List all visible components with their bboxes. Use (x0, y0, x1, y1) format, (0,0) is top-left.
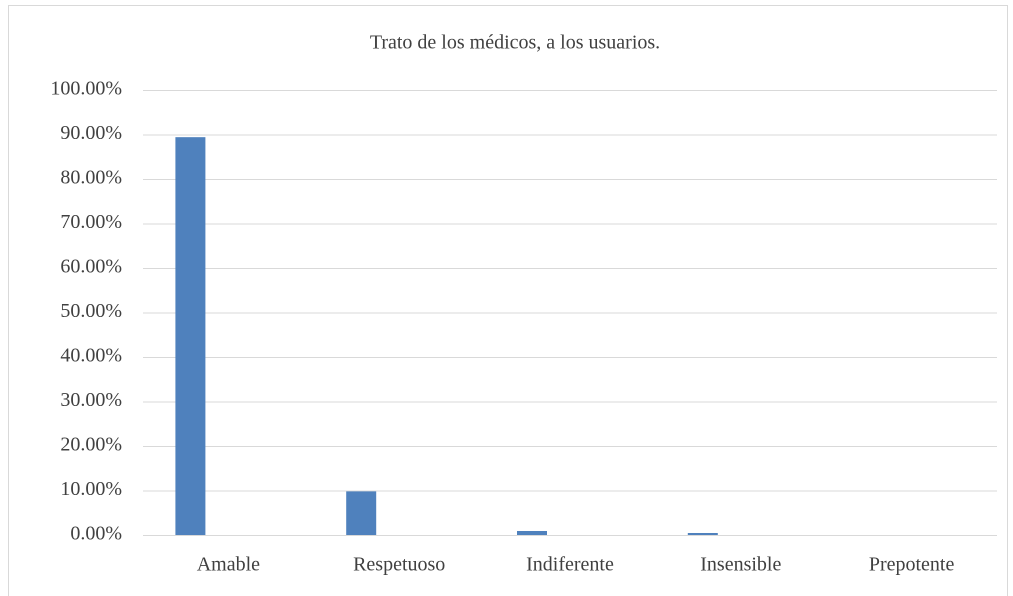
y-tick-label: 100.00% (50, 78, 122, 100)
y-tick-label: 0.00% (70, 523, 122, 545)
bar (175, 137, 206, 536)
y-tick-label: 40.00% (60, 345, 122, 367)
y-tick-label: 70.00% (60, 211, 122, 233)
chart-frame (8, 5, 1008, 596)
chart-title: Trato de los médicos, a los usuarios. (370, 32, 660, 54)
x-tick-label: Respetuoso (353, 554, 445, 576)
y-tick-label: 10.00% (60, 478, 122, 500)
x-tick-label: Indiferente (526, 554, 614, 576)
y-tick-label: 90.00% (60, 122, 122, 144)
y-tick-label: 20.00% (60, 434, 122, 456)
x-tick-label: Prepotente (869, 554, 955, 576)
x-tick-label: Amable (197, 554, 260, 576)
y-tick-label: 50.00% (60, 300, 122, 322)
y-tick-label: 30.00% (60, 389, 122, 411)
bar (687, 532, 718, 535)
bar (346, 491, 377, 535)
x-tick-label: Insensible (700, 554, 781, 576)
y-tick-label: 80.00% (60, 167, 122, 189)
y-tick-label: 60.00% (60, 256, 122, 278)
bar (517, 530, 547, 535)
